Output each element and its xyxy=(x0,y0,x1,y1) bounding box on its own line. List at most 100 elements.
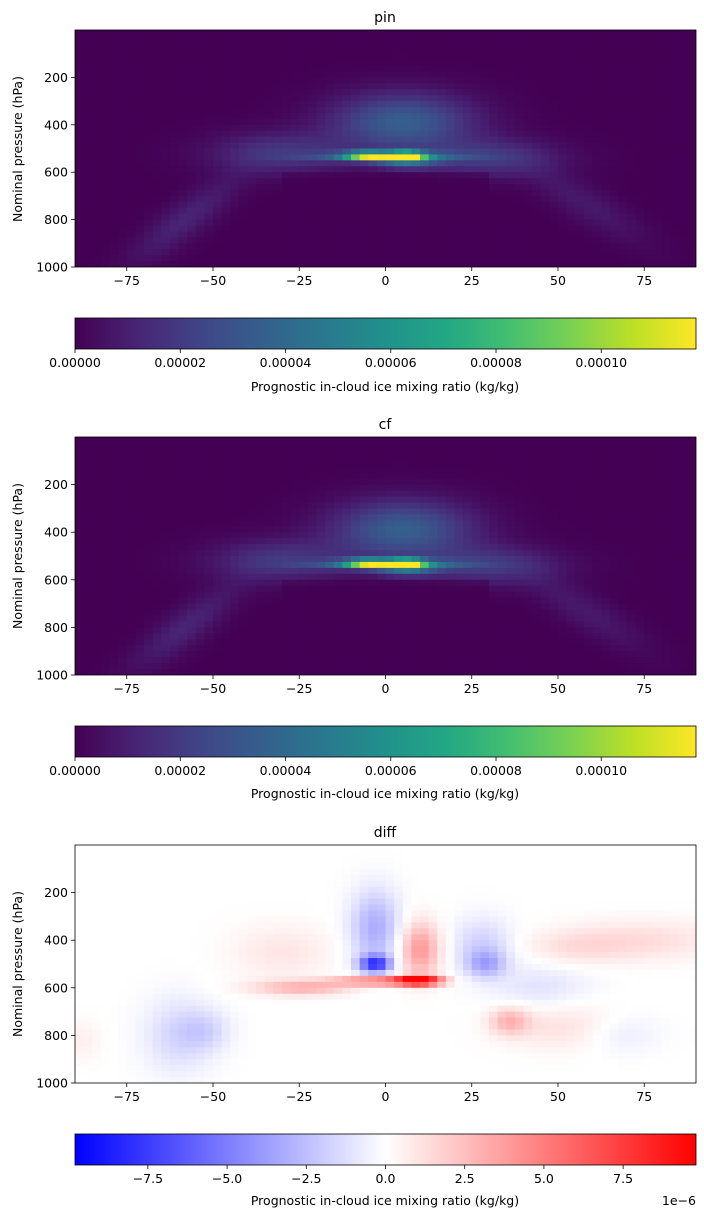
heatmap-cell xyxy=(411,77,421,84)
heatmap-cell xyxy=(221,550,231,557)
heatmap-cell xyxy=(549,538,559,545)
heatmap-cell xyxy=(351,95,361,102)
heatmap-cell xyxy=(247,502,257,509)
heatmap-cell xyxy=(161,225,171,233)
heatmap-cell xyxy=(109,213,119,221)
heatmap-cell xyxy=(445,41,456,49)
heatmap-cell xyxy=(195,603,205,611)
heatmap-cell xyxy=(627,544,637,551)
heatmap-cell xyxy=(480,101,490,108)
heatmap-cell xyxy=(359,189,369,197)
heatmap-cell xyxy=(325,538,335,545)
heatmap-cell xyxy=(221,514,231,521)
heatmap-cell xyxy=(575,579,585,587)
heatmap-cell xyxy=(126,478,136,486)
heatmap-cell xyxy=(359,142,369,150)
heatmap-cell xyxy=(109,160,119,167)
heatmap-cell xyxy=(118,249,128,256)
heatmap-cell xyxy=(428,243,438,250)
heatmap-cell xyxy=(126,508,136,515)
heatmap-cell xyxy=(178,538,188,545)
heatmap-cell xyxy=(532,166,542,173)
heatmap-cell xyxy=(558,107,568,114)
heatmap-cell xyxy=(445,124,456,132)
heatmap-cell xyxy=(83,178,93,185)
heatmap-cell xyxy=(532,213,542,221)
heatmap-cell xyxy=(428,166,438,173)
heatmap-cell xyxy=(161,95,171,102)
heatmap-cell xyxy=(247,585,257,593)
heatmap-cell xyxy=(144,107,154,114)
heatmap-cell xyxy=(187,154,197,161)
heatmap-cell xyxy=(213,255,223,262)
heatmap-cell xyxy=(583,148,594,156)
heatmap-cell xyxy=(540,219,550,227)
heatmap-cell xyxy=(471,35,481,43)
heatmap-cell xyxy=(480,213,490,221)
heatmap-cell xyxy=(83,538,93,545)
heatmap-cell xyxy=(75,448,85,456)
heatmap-cell xyxy=(368,502,378,509)
heatmap-cell xyxy=(152,561,162,569)
heatmap-cell xyxy=(480,478,490,486)
heatmap-cell xyxy=(273,83,283,90)
heatmap-cell xyxy=(316,219,326,227)
heatmap-cell xyxy=(566,53,576,61)
heatmap-cell xyxy=(359,544,369,551)
heatmap-cell xyxy=(566,556,576,563)
heatmap-cell xyxy=(437,148,447,156)
heatmap-cell xyxy=(514,207,525,215)
heatmap-cell xyxy=(678,561,688,569)
heatmap-cell xyxy=(575,591,585,599)
heatmap-cell xyxy=(558,249,568,256)
heatmap-cell xyxy=(333,442,343,450)
heatmap-cell xyxy=(558,484,568,492)
heatmap-cell xyxy=(238,579,249,587)
heatmap-cell xyxy=(445,201,456,209)
heatmap-cell xyxy=(471,502,481,509)
heatmap-cell xyxy=(178,437,188,444)
heatmap-cell xyxy=(532,496,542,504)
heatmap-cell xyxy=(575,472,585,480)
heatmap-cell xyxy=(230,532,240,539)
heatmap-cell xyxy=(230,508,240,515)
heatmap-cell xyxy=(652,249,663,256)
heatmap-cell xyxy=(540,502,550,509)
heatmap-cell xyxy=(428,89,438,96)
heatmap-cell xyxy=(161,231,171,238)
heatmap-cell xyxy=(489,466,499,474)
heatmap-cell xyxy=(333,466,343,474)
heatmap-cell xyxy=(230,35,240,43)
heatmap-cell xyxy=(273,466,283,474)
heatmap-cell xyxy=(678,243,688,250)
heatmap-cell xyxy=(618,585,628,593)
heatmap-cell xyxy=(420,532,430,539)
heatmap-cell xyxy=(644,538,654,545)
heatmap-cell xyxy=(230,30,240,37)
heatmap-cell xyxy=(152,160,162,167)
heatmap-cell xyxy=(376,460,387,468)
heatmap-cell xyxy=(575,484,585,492)
heatmap-cell xyxy=(342,172,352,179)
heatmap-cell xyxy=(532,460,542,468)
heatmap-cell xyxy=(532,579,542,587)
heatmap-cell xyxy=(394,71,404,78)
heatmap-cell xyxy=(299,603,309,611)
heatmap-cell xyxy=(325,172,335,179)
heatmap-cell xyxy=(583,237,594,244)
heatmap-cell xyxy=(471,448,481,456)
heatmap-cell xyxy=(635,71,645,78)
heatmap-cell xyxy=(238,597,249,605)
heatmap-cell xyxy=(532,454,542,462)
heatmap-cell xyxy=(635,30,645,37)
heatmap-cell xyxy=(273,59,283,67)
heatmap-cell xyxy=(264,579,274,587)
heatmap-cell xyxy=(540,77,550,84)
heatmap-cell xyxy=(75,538,85,545)
heatmap-cell xyxy=(514,41,525,49)
heatmap-cell xyxy=(307,591,318,599)
heatmap-cell xyxy=(385,189,395,197)
heatmap-cell xyxy=(221,166,231,173)
heatmap-cell xyxy=(126,544,136,551)
heatmap-cell xyxy=(583,89,594,96)
